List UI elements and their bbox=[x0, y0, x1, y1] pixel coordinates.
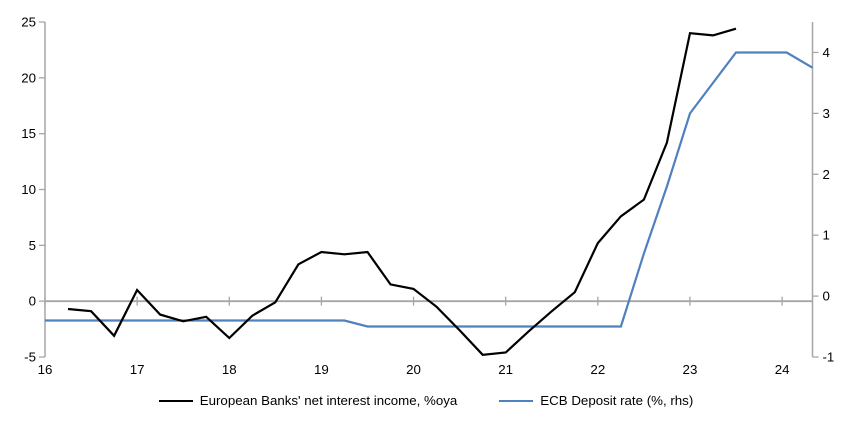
right-axis-tick-label: 3 bbox=[823, 106, 830, 121]
left-axis-tick-label: -5 bbox=[24, 350, 36, 365]
right-axis-tick-label: -1 bbox=[823, 350, 835, 365]
x-axis-tick-label: 17 bbox=[130, 362, 145, 377]
chart-legend: European Banks' net interest income, %oy… bbox=[0, 393, 852, 408]
legend-label-ecb-deposit-rate: ECB Deposit rate (%, rhs) bbox=[540, 393, 694, 408]
right-axis-tick-label: 1 bbox=[823, 228, 830, 243]
x-axis-tick-label: 18 bbox=[222, 362, 237, 377]
x-axis-tick-label: 23 bbox=[683, 362, 698, 377]
legend-item-net-interest-income: European Banks' net interest income, %oy… bbox=[158, 393, 458, 408]
left-axis-tick-label: 15 bbox=[21, 126, 36, 141]
x-axis-tick-label: 19 bbox=[314, 362, 329, 377]
blue-line-swatch-icon bbox=[499, 399, 534, 402]
legend-label-net-interest-income: European Banks' net interest income, %oy… bbox=[199, 393, 458, 408]
black-line-swatch-icon bbox=[158, 399, 193, 402]
left-axis-tick-label: 10 bbox=[21, 182, 36, 197]
left-axis-tick-label: 0 bbox=[29, 294, 36, 309]
x-axis-tick-label: 20 bbox=[406, 362, 421, 377]
series-line-net-interest-income bbox=[67, 27, 737, 356]
right-axis-tick-label: 4 bbox=[823, 45, 830, 60]
x-axis-tick-label: 22 bbox=[590, 362, 605, 377]
x-axis-tick-label: 21 bbox=[498, 362, 513, 377]
right-axis-tick-label: 0 bbox=[823, 289, 830, 304]
legend-item-ecb-deposit-rate: ECB Deposit rate (%, rhs) bbox=[499, 393, 693, 408]
left-axis-tick-label: 20 bbox=[21, 70, 36, 85]
x-axis-tick-label: 16 bbox=[38, 362, 53, 377]
left-axis-tick-label: 5 bbox=[29, 238, 36, 253]
left-axis-tick-label: 25 bbox=[21, 15, 36, 30]
x-axis-tick-label: 24 bbox=[775, 362, 790, 377]
series-line-ecb-deposit-rate bbox=[45, 51, 814, 328]
right-axis-tick-label: 2 bbox=[823, 167, 830, 182]
